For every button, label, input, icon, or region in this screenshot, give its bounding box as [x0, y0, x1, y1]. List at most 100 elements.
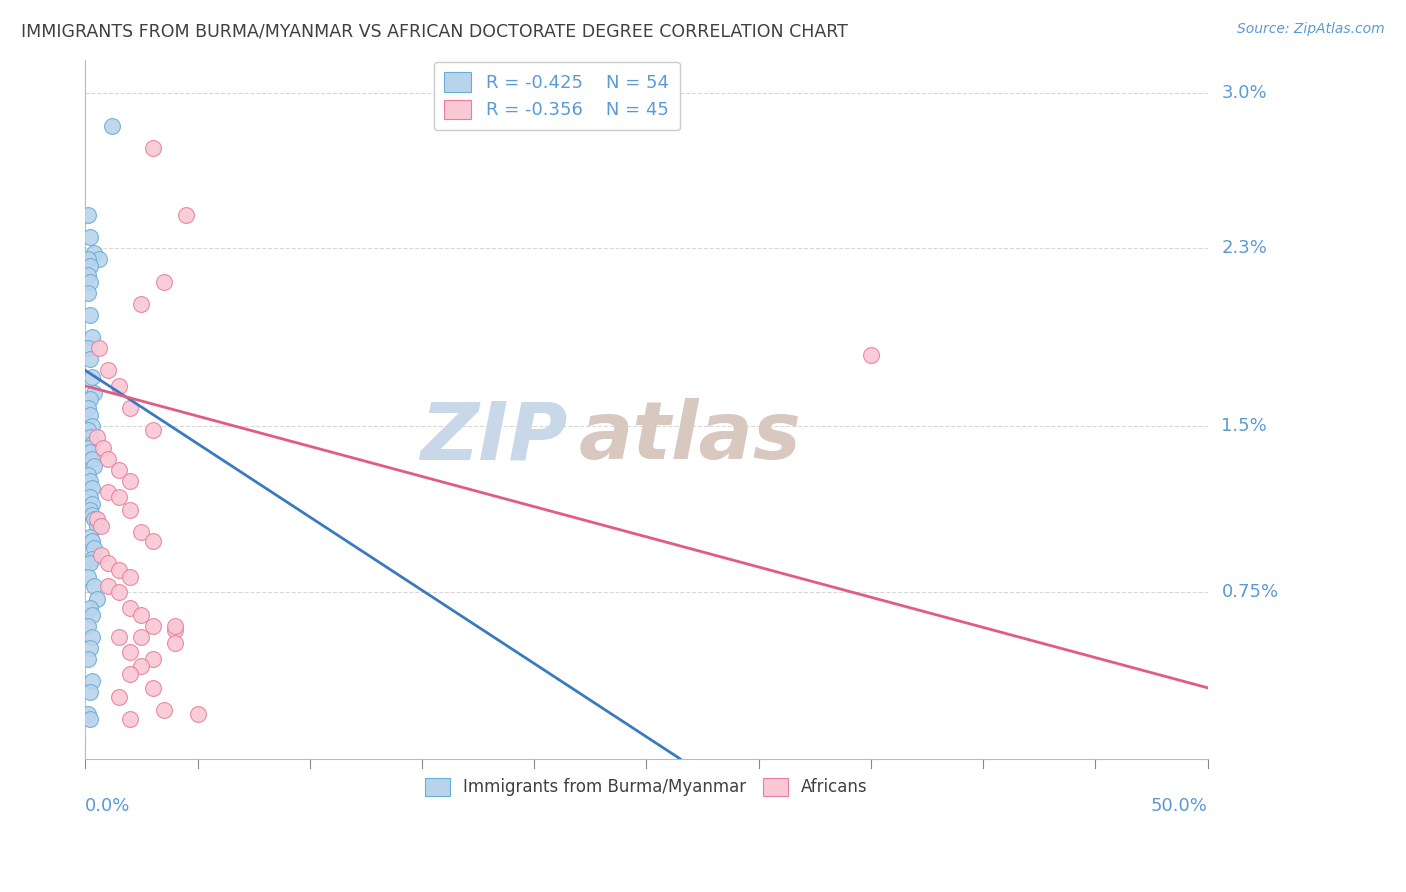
Text: IMMIGRANTS FROM BURMA/MYANMAR VS AFRICAN DOCTORATE DEGREE CORRELATION CHART: IMMIGRANTS FROM BURMA/MYANMAR VS AFRICAN… [21, 22, 848, 40]
Point [97, 557, 120, 571]
Point [90, 518, 112, 533]
Point [79, 490, 101, 504]
Point [86, 512, 108, 526]
Point [79, 392, 101, 407]
Point [79, 475, 101, 489]
Point [79, 600, 101, 615]
Point [76, 341, 98, 355]
Point [76, 401, 98, 415]
Text: 50.0%: 50.0% [1150, 797, 1208, 815]
Point [80, 370, 103, 384]
Point [97, 579, 120, 593]
Point [86, 518, 108, 533]
Point [97, 363, 120, 377]
Point [79, 275, 101, 289]
Point [120, 503, 142, 517]
Text: 0.75%: 0.75% [1222, 583, 1278, 601]
Point [142, 618, 165, 632]
Text: Source: ZipAtlas.com: Source: ZipAtlas.com [1237, 22, 1385, 37]
Point [79, 430, 101, 444]
Point [83, 541, 105, 555]
Point [80, 607, 103, 622]
Point [101, 119, 124, 133]
Point [86, 591, 108, 606]
Point [153, 703, 176, 717]
Point [76, 252, 98, 267]
Point [79, 503, 101, 517]
Point [131, 607, 153, 622]
Point [79, 557, 101, 571]
Point [79, 712, 101, 726]
Point [76, 423, 98, 437]
Legend: Immigrants from Burma/Myanmar, Africans: Immigrants from Burma/Myanmar, Africans [418, 771, 875, 803]
Point [83, 458, 105, 473]
Point [80, 496, 103, 510]
Point [79, 530, 101, 544]
Point [80, 418, 103, 433]
Point [108, 690, 131, 704]
Point [76, 652, 98, 666]
Point [108, 379, 131, 393]
Point [76, 208, 98, 222]
Point [142, 141, 165, 155]
Point [83, 579, 105, 593]
Point [79, 230, 101, 244]
Point [76, 268, 98, 282]
Point [80, 552, 103, 566]
Point [76, 467, 98, 482]
Point [120, 570, 142, 584]
Point [86, 430, 108, 444]
Point [76, 707, 98, 722]
Point [80, 630, 103, 644]
Point [186, 707, 208, 722]
Point [859, 348, 882, 362]
Point [79, 308, 101, 322]
Point [83, 512, 105, 526]
Point [87, 252, 110, 267]
Point [120, 712, 142, 726]
Point [76, 570, 98, 584]
Text: atlas: atlas [579, 398, 801, 476]
Point [131, 630, 153, 644]
Point [87, 341, 110, 355]
Point [97, 452, 120, 467]
Point [120, 645, 142, 659]
Point [80, 481, 103, 495]
Point [120, 401, 142, 415]
Point [165, 618, 187, 632]
Point [80, 436, 103, 450]
Point [120, 667, 142, 681]
Point [108, 563, 131, 577]
Point [83, 385, 105, 400]
Point [79, 259, 101, 273]
Point [108, 585, 131, 599]
Point [165, 636, 187, 650]
Point [83, 245, 105, 260]
Text: 3.0%: 3.0% [1222, 84, 1267, 102]
Point [142, 681, 165, 695]
Point [176, 208, 198, 222]
Point [80, 534, 103, 549]
Point [91, 441, 114, 455]
Point [79, 352, 101, 367]
Point [120, 475, 142, 489]
Point [76, 441, 98, 455]
Point [76, 285, 98, 300]
Point [80, 508, 103, 522]
Text: 0.0%: 0.0% [86, 797, 131, 815]
Point [80, 674, 103, 689]
Point [90, 548, 112, 562]
Point [165, 623, 187, 637]
Point [120, 600, 142, 615]
Point [131, 525, 153, 540]
Point [142, 423, 165, 437]
Point [153, 275, 176, 289]
Point [79, 640, 101, 655]
Point [131, 297, 153, 311]
Point [79, 445, 101, 459]
Text: 1.5%: 1.5% [1222, 417, 1267, 434]
Point [131, 658, 153, 673]
Point [108, 630, 131, 644]
Text: ZIP: ZIP [420, 398, 568, 476]
Point [80, 330, 103, 344]
